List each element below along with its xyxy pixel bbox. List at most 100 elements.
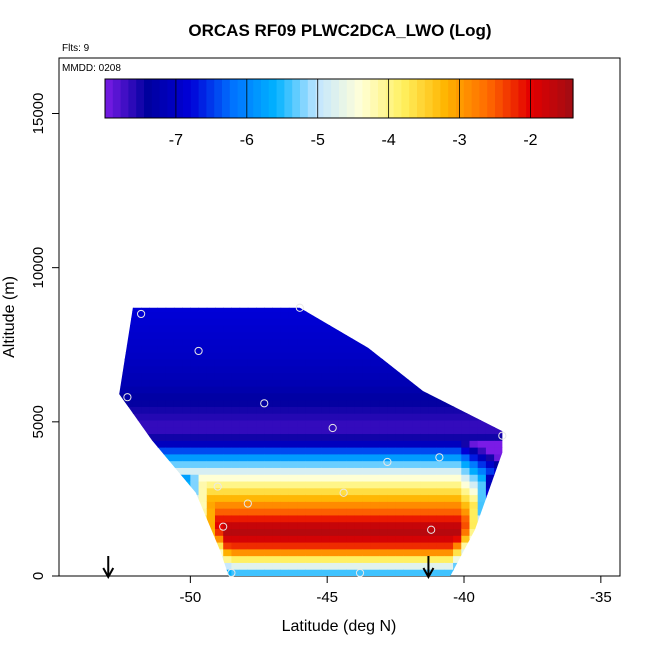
- curtain-cell: [124, 345, 134, 353]
- curtain-cell: [214, 453, 224, 462]
- curtain-cell: [420, 419, 429, 428]
- curtain-cell: [264, 494, 273, 502]
- curtain-cell: [190, 358, 200, 367]
- curtain-cell: [239, 358, 249, 367]
- curtain-cell: [272, 528, 282, 536]
- curtain-cell: [412, 447, 421, 455]
- curtain-cell: [157, 365, 167, 373]
- curtain-cell: [297, 345, 306, 353]
- curtain-cell: [453, 487, 462, 496]
- curtain-cell: [485, 426, 495, 435]
- curtain-cell: [338, 440, 347, 448]
- curtain-cell: [338, 453, 347, 462]
- curtain-cell: [329, 413, 339, 421]
- curtain-cell: [321, 352, 331, 360]
- curtain-cell: [182, 392, 191, 401]
- curtain-cell: [264, 542, 273, 550]
- curtain-cell: [354, 413, 364, 421]
- curtain-cell: [280, 345, 290, 353]
- curtain-cell: [214, 406, 224, 414]
- curtain-cell: [477, 481, 487, 489]
- curtain-cell: [223, 494, 232, 502]
- curtain-cell: [223, 372, 232, 380]
- curtain-cell: [485, 481, 495, 489]
- curtain-cell: [297, 386, 306, 394]
- curtain-cell: [313, 528, 323, 536]
- curtain-cell: [297, 535, 306, 543]
- colorbar-swatch: [112, 79, 122, 118]
- curtain-cell: [412, 494, 421, 502]
- curtain-cell: [354, 514, 364, 523]
- curtain-cell: [239, 413, 249, 421]
- curtain-cell: [214, 467, 224, 475]
- curtain-cell: [239, 474, 249, 482]
- curtain-cell: [239, 508, 249, 516]
- curtain-cell: [329, 460, 339, 468]
- curtain-cell: [297, 379, 306, 387]
- curtain-cell: [256, 453, 265, 462]
- curtain-cell: [264, 440, 273, 448]
- curtain-cell: [403, 460, 413, 468]
- curtain-cell: [190, 481, 200, 489]
- curtain-cell: [321, 501, 331, 509]
- curtain-cell: [313, 406, 323, 414]
- curtain-cell: [165, 352, 175, 360]
- curtain-cell: [288, 352, 298, 360]
- curtain-cell: [362, 406, 372, 414]
- y-axis: 0 5000 10000 15000: [30, 93, 59, 580]
- curtain-cell: [173, 386, 183, 394]
- colorbar-swatch: [456, 79, 465, 118]
- curtain-cell: [272, 569, 282, 576]
- colorbar-frame: [104, 78, 574, 119]
- curtain-cell: [272, 399, 282, 407]
- curtain-cell: [297, 555, 306, 563]
- curtain-cell: [428, 487, 438, 496]
- curtain-cell: [362, 548, 372, 557]
- curtain-cell: [305, 440, 315, 448]
- curtain-cell: [387, 474, 397, 482]
- curtain-cell: [305, 413, 315, 421]
- flight-marker: [260, 399, 269, 408]
- curtain-cell: [346, 555, 356, 563]
- curtain-cell: [297, 406, 306, 414]
- curtain-cell: [313, 440, 323, 448]
- curtain-cell: [379, 555, 388, 563]
- chart-title: ORCAS RF09 PLWC2DCA_LWO (Log): [188, 21, 491, 40]
- curtain-cell: [280, 331, 290, 340]
- curtain-cell: [223, 358, 232, 367]
- curtain-cell: [173, 467, 183, 475]
- colorbar-swatch: [144, 79, 153, 118]
- curtain-cell: [124, 392, 134, 401]
- y-axis-label: Altitude (m): [1, 276, 18, 358]
- curtain-cell: [239, 555, 249, 563]
- curtain-cell: [354, 555, 364, 563]
- curtain-cell: [141, 379, 150, 387]
- curtain-cell: [412, 528, 421, 536]
- curtain-cell: [247, 474, 257, 482]
- curtain-cell: [420, 399, 429, 407]
- curtain-cell: [453, 501, 462, 509]
- curtain-cell: [297, 447, 306, 455]
- curtain-cell: [305, 311, 315, 319]
- colorbar: [104, 78, 574, 119]
- curtain-cell: [321, 426, 331, 435]
- colorbar-swatch: [136, 79, 145, 118]
- curtain-cell: [198, 338, 208, 346]
- curtain-cell: [305, 542, 315, 550]
- curtain-cell: [198, 392, 208, 401]
- curtain-cell: [313, 569, 323, 576]
- curtain-cell: [321, 542, 331, 550]
- curtain-cell: [313, 392, 323, 401]
- colorbar-swatch: [565, 79, 574, 118]
- curtain-cell: [403, 413, 413, 421]
- curtain-cell: [436, 460, 446, 468]
- curtain-cell: [190, 386, 200, 394]
- curtain-cell: [157, 406, 167, 414]
- curtain-cell: [288, 548, 298, 557]
- curtain-cell: [370, 494, 380, 502]
- curtain-cell: [321, 386, 331, 394]
- curtain-cell: [338, 467, 347, 475]
- curtain-cell: [247, 399, 257, 407]
- curtain-cell: [412, 555, 421, 563]
- curtain-cell: [239, 460, 249, 468]
